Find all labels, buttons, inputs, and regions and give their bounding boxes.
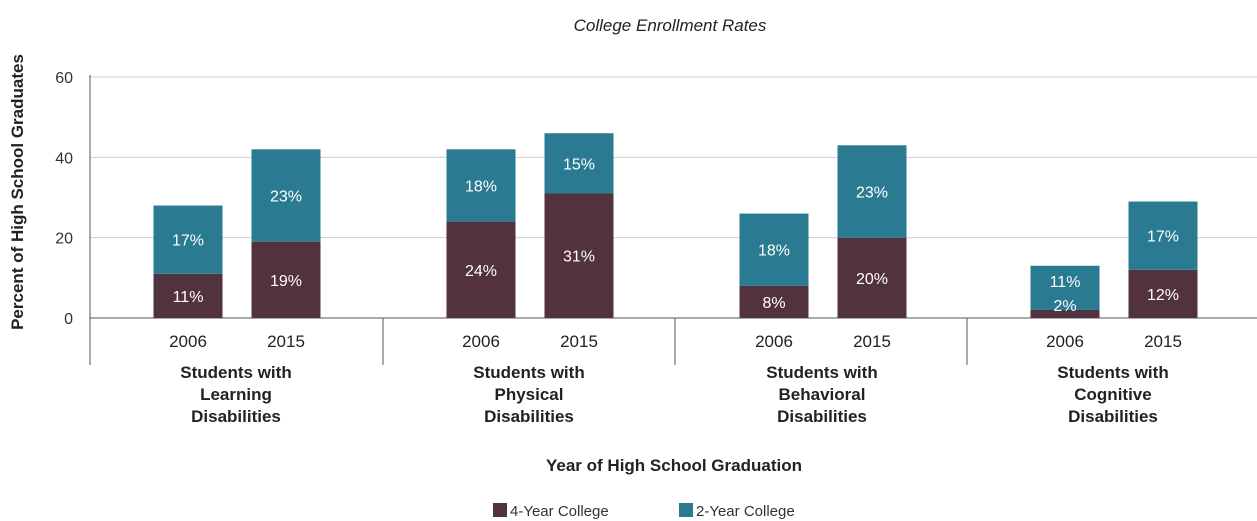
bars: 11% 17% 19% 23% 24% 18% 31% 15% 8% 18% 20% 23% 2% 11%… [153,133,1198,318]
bar-4-year-college [837,237,907,318]
bar-label-2-year: 18% [758,243,790,260]
x-tick-label-year: 2015 [267,332,305,351]
bar-label-4-year: 19% [270,273,302,290]
x-tick-label-year: 2015 [853,332,891,351]
x-tick-label-year: 2006 [1046,332,1084,351]
x-tick-label-year: 2006 [169,332,207,351]
bar-label-4-year: 24% [465,263,497,280]
bar-label-4-year: 31% [563,249,595,266]
bar-4-year-college [251,241,321,318]
bar-4-year-college [544,193,614,318]
bar-4-year-college [153,273,223,318]
chart-title: College Enrollment Rates [574,16,767,35]
bar-label-4-year: 12% [1147,287,1179,304]
bar-2-year-college [153,205,223,274]
bar-2-year-college [837,145,907,238]
y-tick-label: 60 [55,70,73,87]
group-label: Students with Physical Disabilities [473,363,584,426]
group-label: Students with Learning Disabilities [180,363,291,426]
bar-label-4-year: 2% [1053,298,1076,315]
x-axis: 2006 2015 2006 2015 2006 2015 2006 2015 Students… [89,75,1182,426]
bar-4-year-college [1030,309,1100,318]
bar-label-2-year: 18% [465,178,497,195]
legend-swatch [679,503,693,517]
x-tick-label-year: 2006 [755,332,793,351]
x-tick-label-year: 2015 [560,332,598,351]
bar-label-2-year: 11% [1050,274,1081,291]
bar-2-year-college [739,213,809,286]
bar-2-year-college [544,133,614,194]
bar-4-year-college [739,285,809,318]
bar-2-year-college [1030,265,1100,310]
legend-swatch [493,503,507,517]
bar-2-year-college [1128,201,1198,270]
bar-2-year-college [251,149,321,242]
y-tick-label: 0 [64,311,73,328]
x-tick-label-year: 2015 [1144,332,1182,351]
bar-label-2-year: 17% [1147,229,1179,246]
y-tick-label: 40 [55,150,73,167]
bar-2-year-college [446,149,516,222]
bar-label-2-year: 23% [856,184,888,201]
bar-label-2-year: 23% [270,188,302,205]
legend: 4-Year College 2-Year College [493,503,795,520]
y-axis-label: Percent of High School Graduates [8,54,27,330]
bar-label-4-year: 11% [173,289,204,306]
bar-label-2-year: 15% [563,156,595,173]
y-axis-ticks: 0 20 40 60 [55,70,73,328]
bar-label-4-year: 20% [856,271,888,288]
x-axis-label: Year of High School Graduation [546,456,802,475]
bar-label-4-year: 8% [762,295,785,312]
group-label: Students with Behavioral Disabilities [766,363,877,426]
legend-label: 4-Year College [510,503,609,520]
group-label: Students with Cognitive Disabilities [1057,363,1168,426]
bar-4-year-college [1128,269,1198,318]
bar-label-2-year: 17% [172,233,204,250]
y-tick-label: 20 [55,231,73,248]
x-tick-label-year: 2006 [462,332,500,351]
bar-4-year-college [446,221,516,318]
legend-label: 2-Year College [696,503,795,520]
